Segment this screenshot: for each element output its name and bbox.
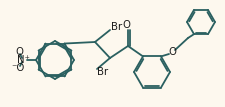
Text: O: O	[168, 47, 176, 57]
Text: ⁻O: ⁻O	[11, 63, 25, 73]
Text: Br: Br	[111, 22, 122, 32]
Text: N⁺: N⁺	[17, 55, 29, 65]
Text: Br: Br	[97, 67, 108, 77]
Text: O: O	[15, 47, 23, 57]
Text: O: O	[122, 20, 130, 30]
